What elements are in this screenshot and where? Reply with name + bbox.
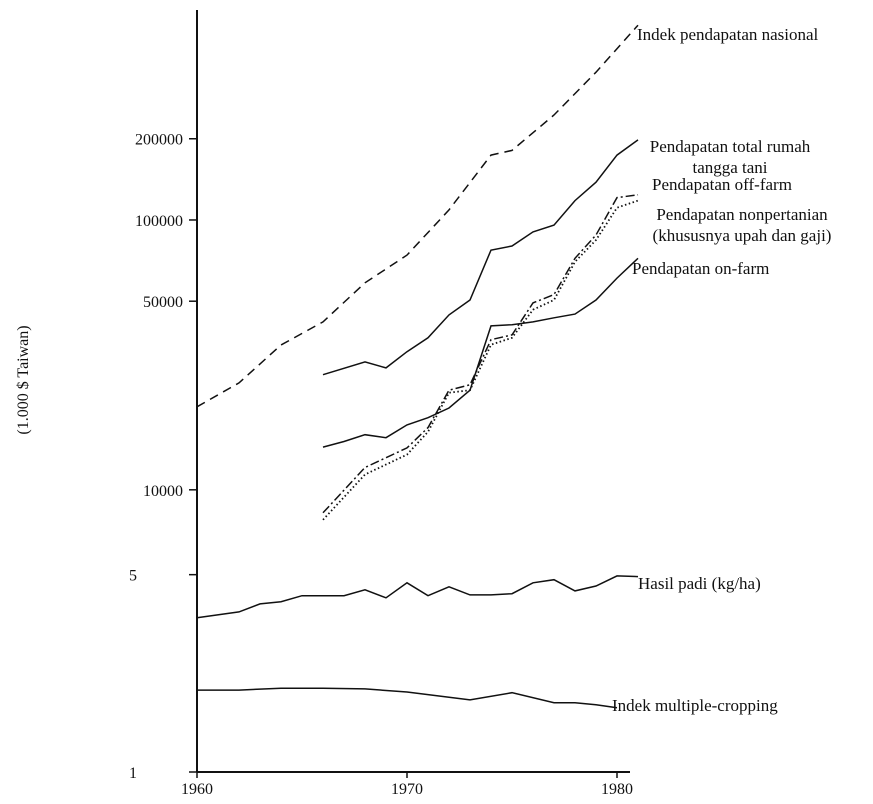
series-label: Indek multiple-cropping — [612, 696, 778, 715]
series-label: Pendapatan off-farm — [652, 175, 792, 194]
y-tick-label: 50000 — [143, 294, 183, 311]
y2-tick-label: 1 — [129, 765, 137, 782]
series-label: Pendapatan total rumah tangga tani — [649, 137, 811, 177]
x-tick-label: 1980 — [601, 781, 633, 798]
series-line — [322, 257, 639, 448]
series-line — [322, 139, 639, 376]
x-tick-label: 1970 — [391, 781, 423, 798]
series-line — [197, 687, 618, 709]
series-label: Indek pendapatan nasional — [637, 25, 819, 44]
series-line — [196, 24, 639, 408]
series-line — [322, 199, 639, 521]
x-tick-label: 1960 — [181, 781, 213, 798]
series-label: Hasil padi (kg/ha) — [638, 574, 761, 593]
y-tick-label: 200000 — [135, 132, 183, 149]
y-tick-label: 10000 — [143, 483, 183, 500]
series-label: Pendapatan on-farm — [632, 259, 770, 278]
series-line — [322, 194, 639, 514]
y2-tick-label: 5 — [129, 568, 137, 585]
series-label: Pendapatan nonpertanian (khususnya upah … — [652, 205, 832, 245]
y-tick-label: 100000 — [135, 213, 183, 230]
y-axis-label: (1.000 $ Taiwan) — [15, 325, 32, 434]
series-line — [196, 575, 639, 619]
